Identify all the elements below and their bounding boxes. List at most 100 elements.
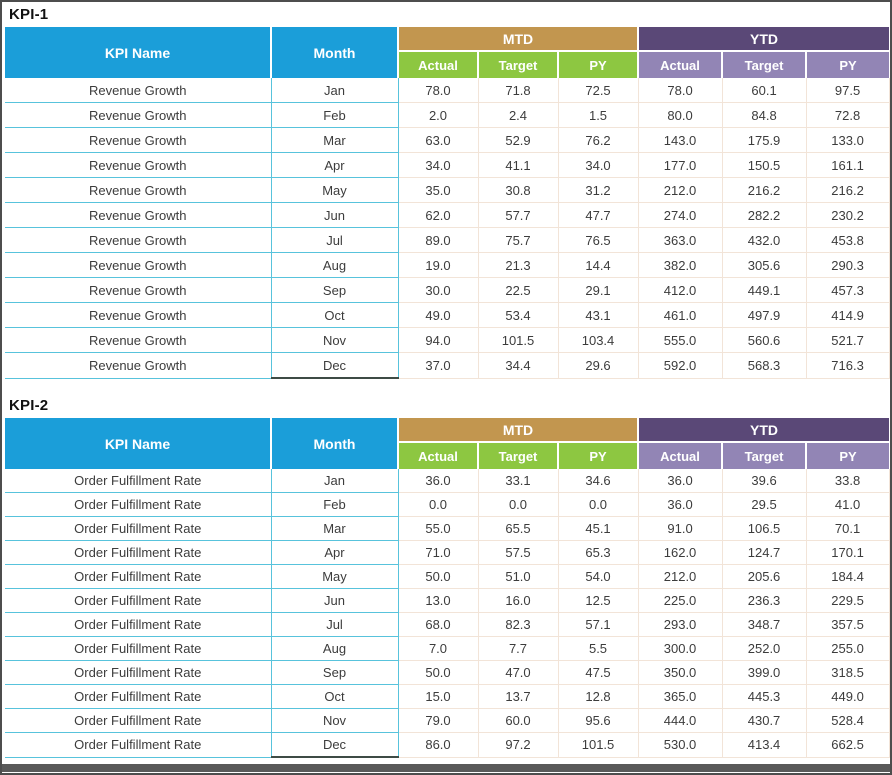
kpi-name-cell[interactable]: Revenue Growth bbox=[5, 302, 271, 328]
ytd-target-cell[interactable]: 432.0 bbox=[721, 227, 807, 253]
ytd-group-header[interactable]: YTD bbox=[638, 418, 890, 442]
month-cell[interactable]: Jan bbox=[270, 78, 399, 103]
mtd-actual-header[interactable]: Actual bbox=[398, 50, 478, 78]
ytd-py-cell[interactable]: 170.1 bbox=[805, 540, 890, 565]
ytd-actual-cell[interactable]: 300.0 bbox=[637, 636, 723, 661]
ytd-actual-cell[interactable]: 80.0 bbox=[637, 102, 723, 128]
mtd-target-header[interactable]: Target bbox=[477, 441, 558, 469]
ytd-actual-cell[interactable]: 36.0 bbox=[637, 469, 723, 493]
ytd-target-cell[interactable]: 568.3 bbox=[721, 352, 807, 379]
ytd-target-cell[interactable]: 252.0 bbox=[721, 636, 807, 661]
mtd-target-cell[interactable]: 52.9 bbox=[477, 127, 559, 153]
ytd-target-cell[interactable]: 430.7 bbox=[721, 708, 807, 733]
ytd-target-cell[interactable]: 124.7 bbox=[721, 540, 807, 565]
mtd-target-cell[interactable]: 71.8 bbox=[477, 78, 559, 103]
month-cell[interactable]: Nov bbox=[270, 708, 399, 733]
mtd-actual-cell[interactable]: 34.0 bbox=[397, 152, 479, 178]
mtd-actual-cell[interactable]: 37.0 bbox=[397, 352, 479, 379]
ytd-py-cell[interactable]: 449.0 bbox=[805, 684, 890, 709]
mtd-target-cell[interactable]: 57.7 bbox=[477, 202, 559, 228]
ytd-target-cell[interactable]: 175.9 bbox=[721, 127, 807, 153]
ytd-py-cell[interactable]: 453.8 bbox=[805, 227, 890, 253]
month-cell[interactable]: Jul bbox=[270, 612, 399, 637]
ytd-actual-cell[interactable]: 365.0 bbox=[637, 684, 723, 709]
mtd-target-cell[interactable]: 33.1 bbox=[477, 469, 559, 493]
mtd-target-cell[interactable]: 53.4 bbox=[477, 302, 559, 328]
section-title-kpi-1[interactable]: KPI-1 bbox=[9, 6, 49, 23]
mtd-py-cell[interactable]: 57.1 bbox=[557, 612, 639, 637]
ytd-py-cell[interactable]: 230.2 bbox=[805, 202, 890, 228]
month-cell[interactable]: Aug bbox=[270, 252, 399, 278]
kpi-name-header[interactable]: KPI Name bbox=[5, 27, 272, 78]
month-cell[interactable]: May bbox=[270, 564, 399, 589]
kpi-name-cell[interactable]: Revenue Growth bbox=[5, 202, 271, 228]
ytd-target-header[interactable]: Target bbox=[721, 441, 807, 469]
ytd-target-cell[interactable]: 399.0 bbox=[721, 660, 807, 685]
mtd-actual-cell[interactable]: 71.0 bbox=[397, 540, 479, 565]
ytd-actual-cell[interactable]: 293.0 bbox=[637, 612, 723, 637]
mtd-target-cell[interactable]: 7.7 bbox=[477, 636, 559, 661]
mtd-target-cell[interactable]: 34.4 bbox=[477, 352, 559, 379]
mtd-py-cell[interactable]: 34.0 bbox=[557, 152, 639, 178]
mtd-target-cell[interactable]: 22.5 bbox=[477, 277, 559, 303]
ytd-actual-cell[interactable]: 461.0 bbox=[637, 302, 723, 328]
mtd-actual-cell[interactable]: 50.0 bbox=[397, 564, 479, 589]
ytd-py-header[interactable]: PY bbox=[805, 441, 890, 469]
ytd-target-cell[interactable]: 282.2 bbox=[721, 202, 807, 228]
month-cell[interactable]: Jan bbox=[270, 469, 399, 493]
ytd-py-cell[interactable]: 97.5 bbox=[805, 78, 890, 103]
ytd-actual-cell[interactable]: 212.0 bbox=[637, 177, 723, 203]
ytd-actual-header[interactable]: Actual bbox=[637, 441, 723, 469]
ytd-actual-cell[interactable]: 592.0 bbox=[637, 352, 723, 379]
mtd-py-cell[interactable]: 12.8 bbox=[557, 684, 639, 709]
ytd-py-cell[interactable]: 457.3 bbox=[805, 277, 890, 303]
mtd-target-cell[interactable]: 51.0 bbox=[477, 564, 559, 589]
ytd-actual-cell[interactable]: 143.0 bbox=[637, 127, 723, 153]
ytd-actual-cell[interactable]: 350.0 bbox=[637, 660, 723, 685]
kpi-name-cell[interactable]: Revenue Growth bbox=[5, 352, 271, 379]
ytd-target-cell[interactable]: 348.7 bbox=[721, 612, 807, 637]
ytd-py-header[interactable]: PY bbox=[805, 50, 890, 78]
month-cell[interactable]: Feb bbox=[270, 102, 399, 128]
ytd-py-cell[interactable]: 216.2 bbox=[805, 177, 890, 203]
mtd-target-cell[interactable]: 0.0 bbox=[477, 492, 559, 517]
ytd-target-cell[interactable]: 60.1 bbox=[721, 78, 807, 103]
ytd-actual-cell[interactable]: 382.0 bbox=[637, 252, 723, 278]
kpi-name-cell[interactable]: Order Fulfillment Rate bbox=[5, 636, 271, 661]
ytd-actual-cell[interactable]: 225.0 bbox=[637, 588, 723, 613]
mtd-actual-header[interactable]: Actual bbox=[398, 441, 478, 469]
month-cell[interactable]: Mar bbox=[270, 516, 399, 541]
ytd-py-cell[interactable]: 318.5 bbox=[805, 660, 890, 685]
mtd-py-cell[interactable]: 45.1 bbox=[557, 516, 639, 541]
ytd-target-cell[interactable]: 305.6 bbox=[721, 252, 807, 278]
kpi-name-cell[interactable]: Revenue Growth bbox=[5, 277, 271, 303]
mtd-target-cell[interactable]: 41.1 bbox=[477, 152, 559, 178]
section-title-kpi-2[interactable]: KPI-2 bbox=[9, 397, 49, 414]
mtd-actual-cell[interactable]: 0.0 bbox=[397, 492, 479, 517]
mtd-actual-cell[interactable]: 50.0 bbox=[397, 660, 479, 685]
month-cell[interactable]: Dec bbox=[270, 352, 399, 379]
mtd-actual-cell[interactable]: 15.0 bbox=[397, 684, 479, 709]
mtd-py-cell[interactable]: 101.5 bbox=[557, 732, 639, 758]
ytd-py-cell[interactable]: 70.1 bbox=[805, 516, 890, 541]
kpi-name-cell[interactable]: Order Fulfillment Rate bbox=[5, 588, 271, 613]
ytd-target-cell[interactable]: 29.5 bbox=[721, 492, 807, 517]
mtd-target-header[interactable]: Target bbox=[477, 50, 558, 78]
month-cell[interactable]: Jul bbox=[270, 227, 399, 253]
mtd-actual-cell[interactable]: 79.0 bbox=[397, 708, 479, 733]
mtd-actual-cell[interactable]: 62.0 bbox=[397, 202, 479, 228]
ytd-py-cell[interactable]: 229.5 bbox=[805, 588, 890, 613]
mtd-actual-cell[interactable]: 49.0 bbox=[397, 302, 479, 328]
mtd-actual-cell[interactable]: 13.0 bbox=[397, 588, 479, 613]
ytd-target-cell[interactable]: 445.3 bbox=[721, 684, 807, 709]
month-cell[interactable]: Apr bbox=[270, 152, 399, 178]
ytd-actual-cell[interactable]: 78.0 bbox=[637, 78, 723, 103]
month-cell[interactable]: Sep bbox=[270, 660, 399, 685]
ytd-target-cell[interactable]: 216.2 bbox=[721, 177, 807, 203]
month-cell[interactable]: Jun bbox=[270, 588, 399, 613]
kpi-name-cell[interactable]: Order Fulfillment Rate bbox=[5, 732, 271, 758]
ytd-target-cell[interactable]: 39.6 bbox=[721, 469, 807, 493]
kpi-name-cell[interactable]: Order Fulfillment Rate bbox=[5, 492, 271, 517]
kpi-name-cell[interactable]: Revenue Growth bbox=[5, 327, 271, 353]
kpi-name-cell[interactable]: Order Fulfillment Rate bbox=[5, 708, 271, 733]
